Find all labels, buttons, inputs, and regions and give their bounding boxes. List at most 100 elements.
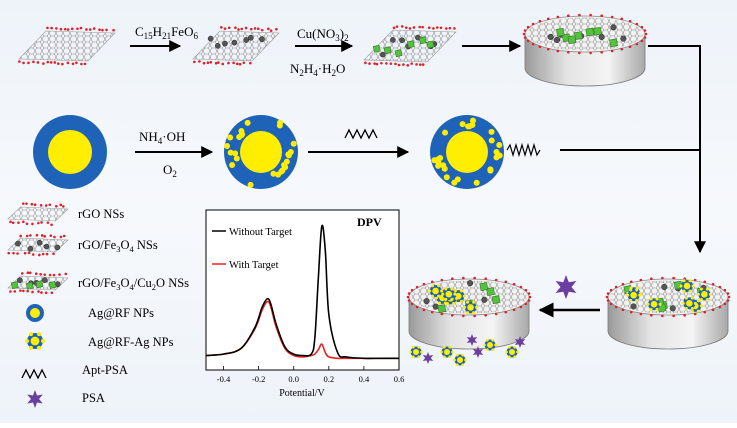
oxygen-group (22, 202, 25, 205)
oxygen-group (407, 292, 411, 295)
oxygen-group (526, 25, 530, 29)
ag-dot (472, 300, 476, 304)
oxygen-group (206, 61, 210, 65)
cu2o-cube (406, 40, 415, 49)
oxygen-group (66, 28, 70, 31)
oxygen-group (35, 233, 39, 237)
ag-dot (461, 363, 465, 367)
oxygen-group (422, 308, 426, 312)
ag-dot (696, 299, 700, 303)
ag-dot (688, 289, 692, 293)
ag-nanodot (473, 179, 480, 186)
oxygen-group (221, 62, 225, 66)
ag-dot (485, 338, 489, 342)
reagent-label-3: N2H4·H2O (290, 61, 345, 78)
oxygen-group (375, 62, 379, 66)
oxygen-group (105, 28, 108, 32)
oxygen-group (240, 27, 244, 31)
ag-core (686, 300, 693, 307)
psa-star-icon (555, 275, 577, 299)
fe3o4-particle (669, 305, 676, 312)
fe3o4-particle (598, 33, 605, 41)
ag-dot (513, 345, 517, 349)
oxygen-group (59, 203, 63, 207)
ag-dot (684, 296, 688, 300)
ag-dot (679, 284, 683, 288)
ag-nanodot (281, 161, 288, 168)
ag-dot (629, 298, 633, 302)
oxygen-group (415, 63, 418, 66)
ag-dot (699, 287, 703, 291)
legend-label-ag-rf-ag: Ag@RF-Ag NPs (88, 335, 174, 349)
fe3o4-particle (42, 277, 48, 283)
oxygen-group (412, 26, 416, 29)
oxygen-group (640, 39, 644, 43)
oxygen-group (578, 51, 581, 55)
oxygen-group (519, 285, 523, 289)
oxygen-group (7, 251, 10, 255)
oxygen-group (605, 295, 609, 299)
fe3o4-particle (390, 37, 396, 43)
oxygen-group (661, 276, 664, 280)
oxygen-group (406, 295, 410, 299)
oxygen-group (635, 22, 639, 26)
oxygen-group (528, 295, 532, 299)
ag-dot (494, 343, 497, 347)
oxygen-group (421, 63, 425, 66)
oxygen-group (421, 25, 424, 29)
ag-core (486, 341, 494, 349)
ag-dot (635, 288, 639, 292)
graphene-sheet (18, 30, 116, 62)
oxygen-group (214, 61, 218, 65)
ag-rf-ag-particle-icon (25, 332, 45, 350)
ag-nanodot (441, 165, 448, 172)
oxygen-group (48, 273, 52, 277)
legend-label-apt-psa: Apt-PSA (82, 363, 128, 377)
ag-dot (37, 345, 41, 350)
oxygen-group (50, 26, 53, 30)
ag-dot (699, 304, 703, 308)
oxygen-group (473, 314, 476, 318)
oxygen-group (410, 288, 414, 292)
cu2o-cube (555, 27, 565, 37)
oxygen-group (37, 290, 40, 293)
x-tick-label: 0.4 (359, 374, 370, 384)
fe3o4-particle (481, 296, 488, 303)
rgo-fe3o4-sheet-icon (7, 233, 69, 257)
ag-dot (464, 358, 467, 362)
oxygen-group (85, 28, 88, 31)
oxygen-group (538, 19, 542, 23)
aptamer-icon (344, 128, 378, 140)
cu2o-cube (48, 281, 57, 289)
oxygen-group (13, 290, 17, 293)
oxygen-group (589, 51, 592, 55)
oxygen-group (45, 252, 49, 256)
oxygen-group (519, 305, 523, 309)
oxygen-group (484, 313, 487, 317)
oxygen-group (40, 234, 44, 237)
aptamer-strand (506, 142, 541, 158)
fe3o4-particle (36, 239, 43, 246)
ag-nanodot (275, 171, 282, 178)
electrode-graphene (527, 17, 643, 51)
oxygen-group (275, 27, 278, 31)
oxygen-group (257, 27, 260, 30)
oxygen-group (723, 288, 727, 292)
oxygen-group (61, 62, 64, 66)
oxygen-group (27, 61, 30, 65)
fe3o4-particle (54, 244, 61, 251)
x-axis-ticks: -0.4 -0.2 0.0 0.2 0.4 0.6 (217, 366, 404, 384)
oxygen-group (260, 28, 264, 32)
legend-label-rgo-fe3o4-cu2o: rGO/Fe3O4/Cu2O NSs (78, 276, 189, 292)
oxygen-group (25, 234, 29, 238)
oxygen-group (43, 235, 46, 238)
ag-dot (505, 350, 508, 354)
aptamer-legend-icon (21, 368, 47, 380)
ag-dot (462, 294, 466, 298)
ag-dot (409, 350, 412, 354)
ag-dot (513, 355, 517, 359)
oxygen-group (430, 280, 434, 284)
fe3o4-particle (467, 280, 474, 287)
oxygen-group (606, 292, 610, 295)
